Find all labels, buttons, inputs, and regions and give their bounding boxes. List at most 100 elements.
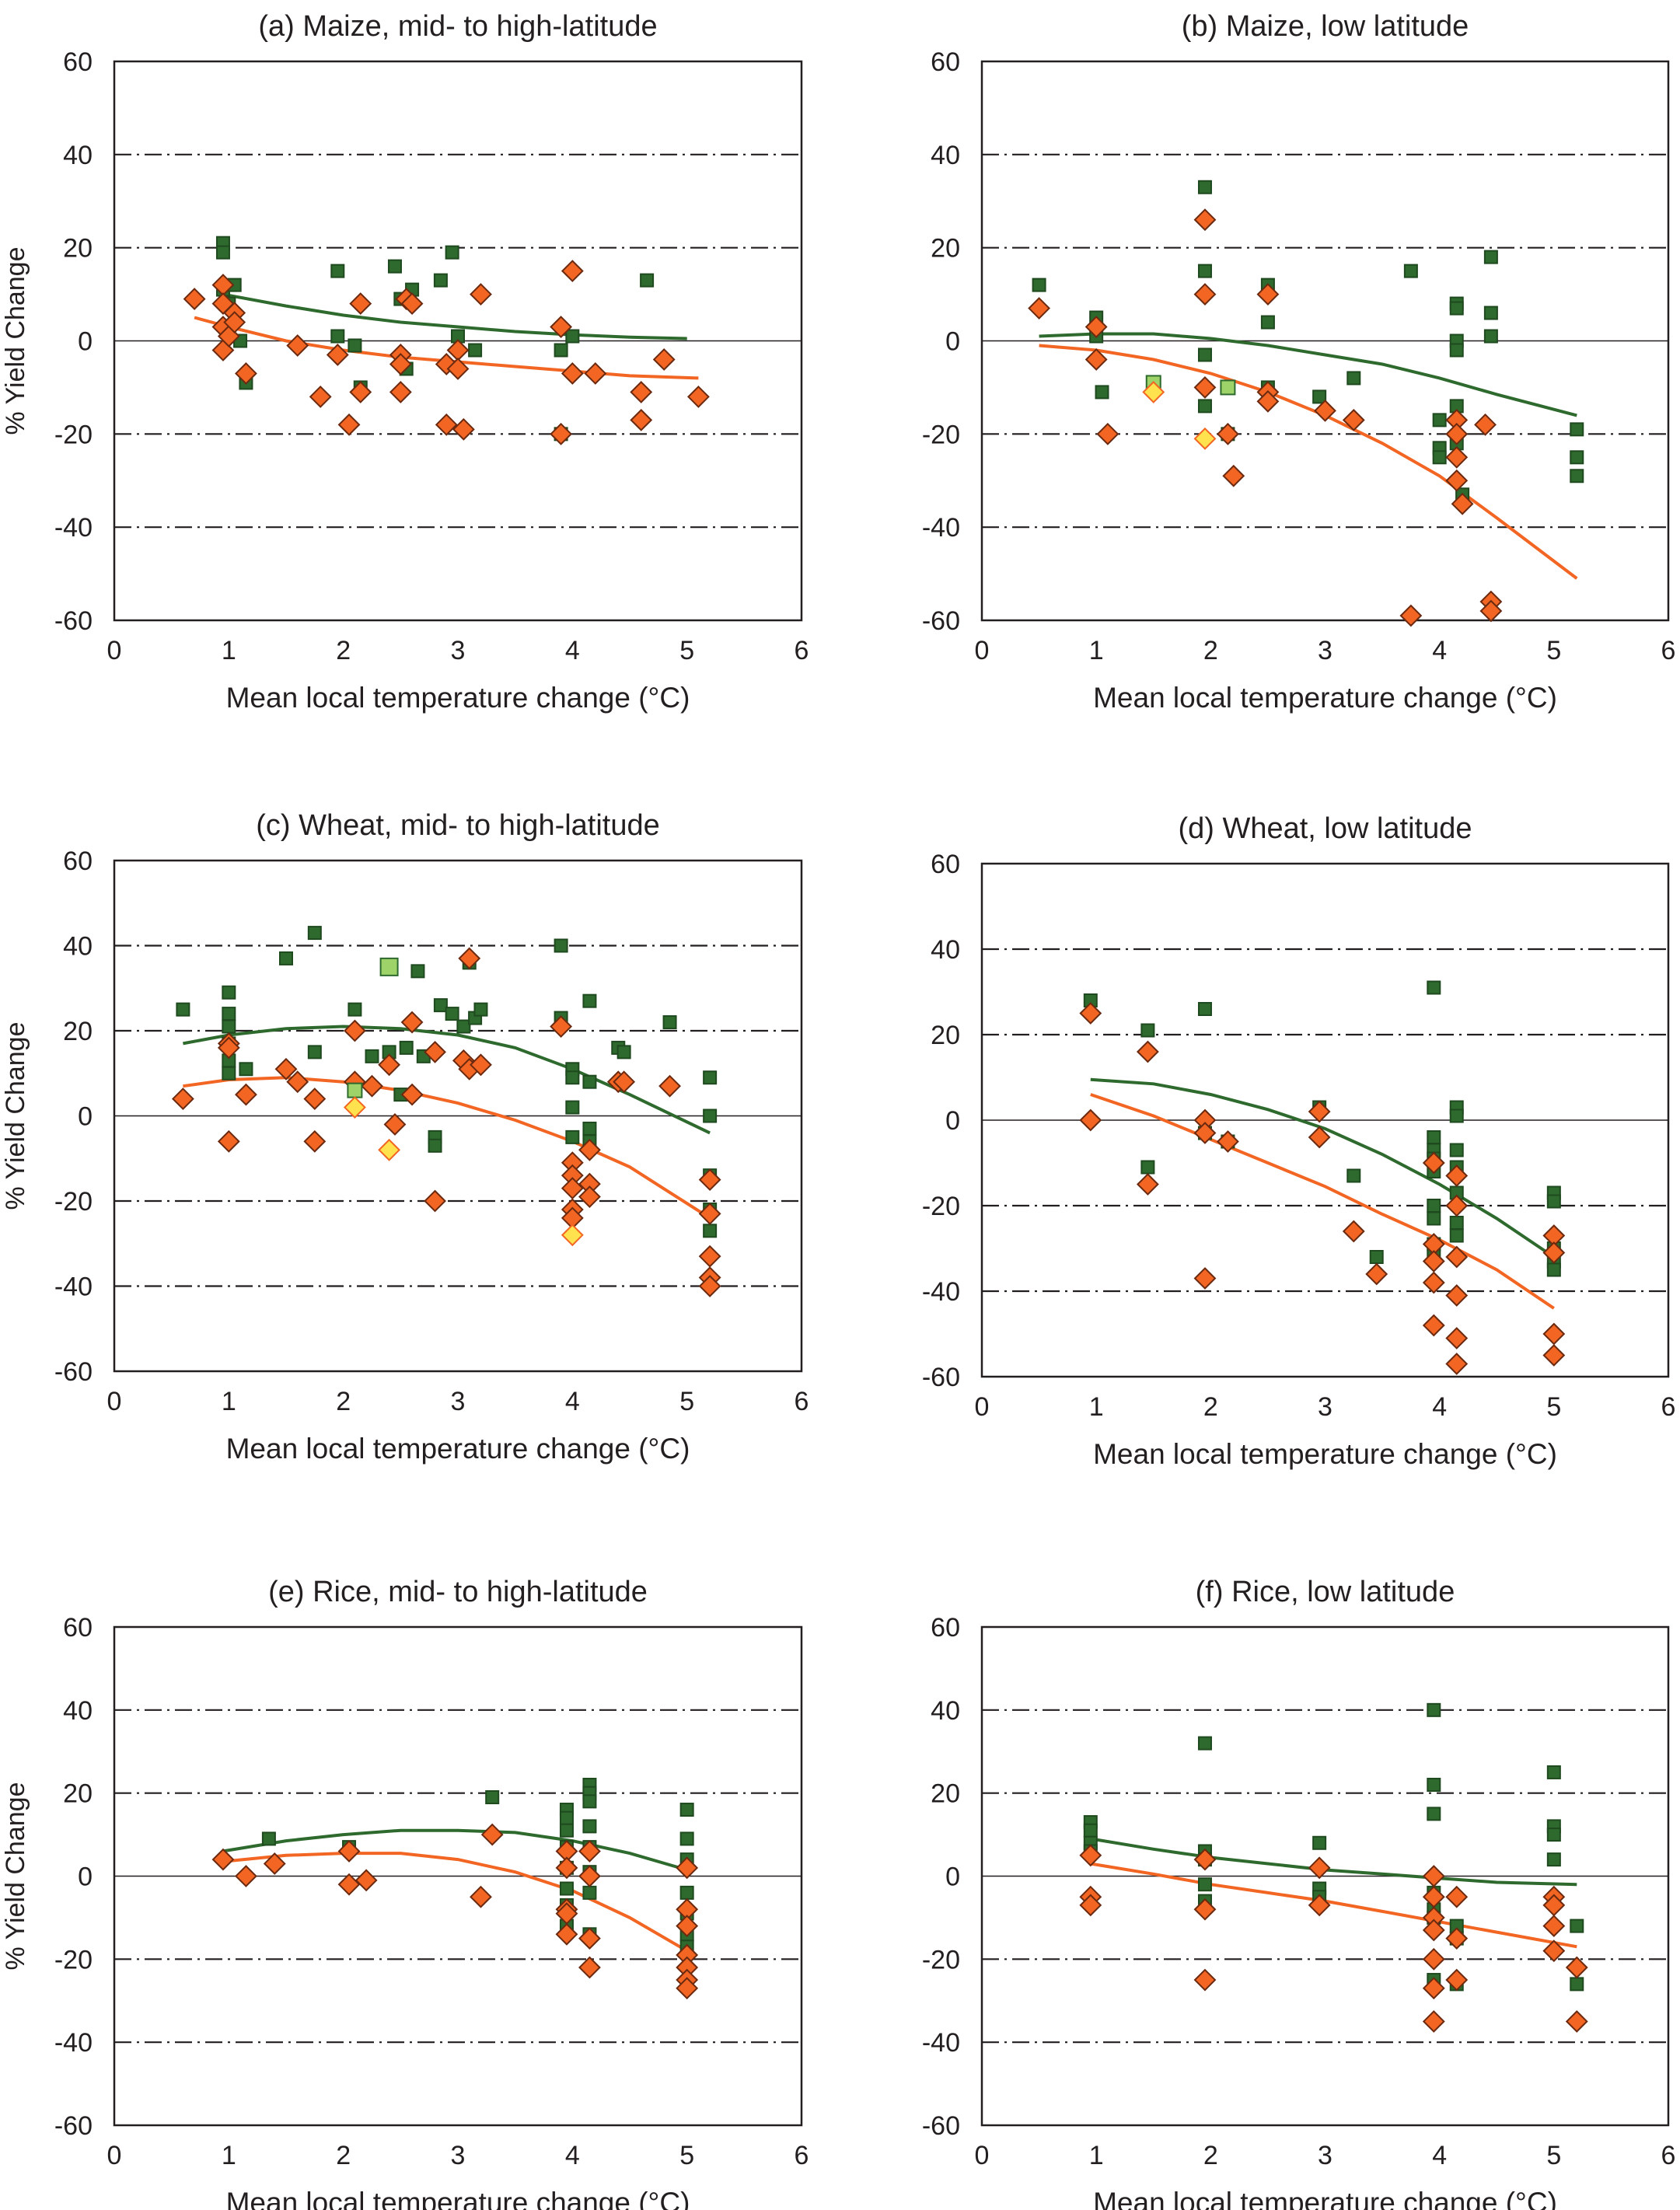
data-point-diamond: [676, 1915, 699, 1938]
data-point-diamond: [630, 408, 653, 431]
data-point-diamond: [1445, 1968, 1469, 1992]
data-point-square: [582, 993, 597, 1008]
highlight-diamond: [561, 1224, 584, 1247]
data-point-square: [1449, 1108, 1464, 1123]
data-point-diamond: [698, 1275, 721, 1297]
y-tick-label: 0: [78, 1863, 93, 1892]
data-point-square: [565, 1070, 580, 1085]
data-point-diamond: [337, 1840, 361, 1863]
y-tick-label: 20: [931, 1779, 960, 1809]
data-point-diamond: [458, 947, 481, 970]
data-point-diamond: [263, 1852, 286, 1875]
data-point-diamond: [578, 1185, 601, 1208]
data-point-diamond: [1308, 1126, 1331, 1149]
data-point-diamond: [1542, 1915, 1566, 1938]
chart-title: (e) Rice, mid- to high-latitude: [268, 1576, 648, 1608]
y-tick-label: -60: [922, 606, 960, 636]
data-point-square: [1197, 180, 1212, 194]
data-point-diamond: [1422, 1885, 1445, 1908]
data-point-square: [662, 1015, 677, 1030]
data-point-diamond: [686, 385, 710, 408]
data-point-square: [222, 1066, 236, 1081]
trend-line-green: [1090, 1837, 1577, 1887]
data-point-diamond: [1542, 1344, 1566, 1367]
data-point-diamond: [1422, 1151, 1445, 1175]
data-point-diamond: [1451, 492, 1474, 515]
data-point-diamond: [1193, 376, 1217, 399]
data-point-square: [1570, 422, 1584, 437]
data-point-diamond: [578, 1927, 601, 1950]
data-point-square: [433, 998, 448, 1013]
data-point-diamond: [578, 1840, 601, 1863]
data-point-diamond: [1542, 1322, 1566, 1346]
data-point-diamond: [470, 283, 492, 305]
y-tick-label: 40: [931, 1696, 960, 1726]
data-point-diamond: [383, 1113, 407, 1136]
data-point-square: [1432, 450, 1447, 465]
trend-line-green: [222, 1828, 688, 1872]
x-tick-label: 5: [679, 636, 694, 665]
y-tick-label: 40: [63, 1696, 93, 1726]
highlight-diamond: [378, 1138, 401, 1161]
y-axis-label: % Yield Change: [1, 247, 30, 435]
data-point-square: [565, 1129, 580, 1144]
data-point-diamond: [676, 1856, 699, 1880]
data-point-diamond: [578, 1956, 601, 1979]
data-point-diamond: [343, 1019, 366, 1042]
panel-d: (d) Wheat, low latitude 60 40 20 0 -20 -40 -60 0…: [922, 812, 1676, 1470]
data-point-square: [1483, 329, 1498, 344]
data-point-diamond: [211, 274, 235, 297]
y-tick-label: -20: [54, 1945, 93, 1974]
data-point-square: [1570, 450, 1584, 465]
data-point-square: [222, 1007, 236, 1021]
data-point-diamond: [1079, 1002, 1102, 1025]
y-tick-label: -40: [54, 1273, 93, 1302]
x-tick-label: 2: [336, 1387, 351, 1416]
x-tick-label: 2: [1203, 1392, 1218, 1422]
data-point-diamond: [1474, 413, 1497, 436]
data-point-diamond: [550, 316, 573, 338]
data-point-diamond: [1422, 1250, 1445, 1273]
data-point-diamond: [1256, 389, 1280, 413]
x-tick-label: 0: [975, 636, 990, 665]
y-tick-label: 20: [931, 234, 960, 264]
highlight-diamond: [1193, 427, 1217, 450]
trend-line-orange: [1039, 344, 1578, 580]
x-axis-label: Mean local temperature change (°C): [226, 1433, 690, 1465]
highlight-diamond: [1142, 380, 1165, 403]
data-point-diamond: [337, 413, 361, 436]
data-point-diamond: [1422, 1271, 1445, 1294]
y-tick-label: 0: [945, 1863, 960, 1892]
data-point-diamond: [1445, 1284, 1469, 1307]
y-tick-label: 0: [78, 1102, 93, 1132]
data-point-diamond: [1084, 316, 1108, 338]
y-tick-label: 60: [63, 847, 93, 876]
y-tick-label: -60: [922, 2111, 960, 2141]
data-point-square: [640, 273, 655, 288]
data-point-square: [1346, 371, 1361, 386]
data-point-diamond: [446, 358, 470, 380]
data-point-square: [1140, 1160, 1155, 1175]
data-point-diamond: [658, 1074, 681, 1098]
data-point-diamond: [1216, 1130, 1239, 1153]
x-tick-label: 4: [565, 1387, 580, 1416]
x-axis-label: Mean local temperature change (°C): [1093, 2187, 1557, 2210]
panel-e: (e) Rice, mid- to high-latitude6040200-2…: [1, 1576, 809, 2210]
data-point-square: [1483, 250, 1498, 264]
y-tick-label: -20: [54, 1187, 93, 1217]
data-point-square: [307, 1045, 322, 1060]
data-point-diamond: [1079, 1894, 1102, 1917]
data-point-square: [1570, 469, 1584, 484]
data-point-diamond: [217, 1129, 240, 1153]
data-point-diamond: [211, 1848, 235, 1871]
panel-a: (a) Maize, mid- to high-latitude6040200-…: [1, 10, 809, 714]
trend-line-green: [183, 1025, 711, 1135]
y-tick-label: 60: [63, 47, 93, 77]
data-point-square: [1197, 1736, 1212, 1751]
data-point-diamond: [400, 292, 424, 315]
highlight-square: [379, 957, 399, 976]
data-point-diamond: [235, 1865, 257, 1887]
data-point-diamond: [183, 288, 206, 310]
data-point-diamond: [1256, 283, 1280, 305]
data-point-diamond: [1342, 1220, 1365, 1243]
